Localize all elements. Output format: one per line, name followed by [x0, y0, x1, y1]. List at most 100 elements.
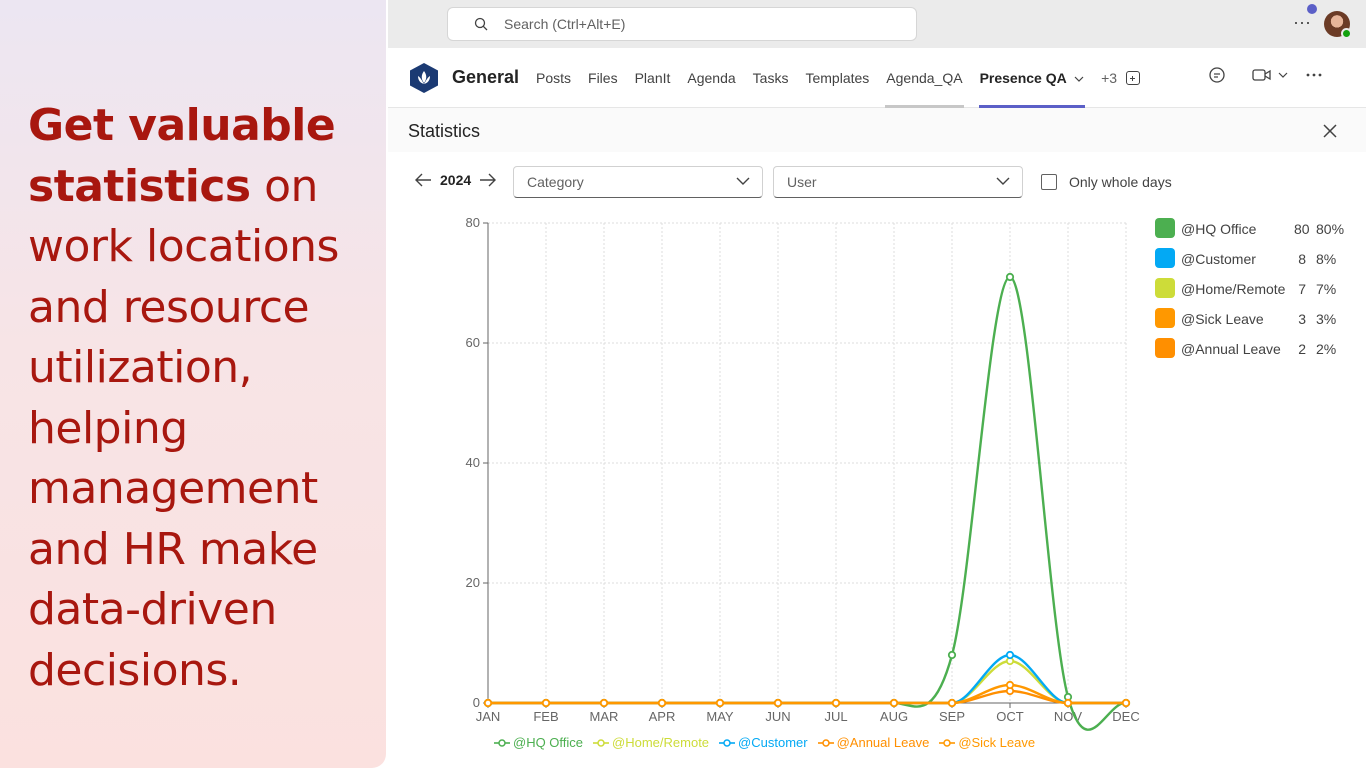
search-box[interactable]: Search (Ctrl+Alt+E) [447, 7, 917, 41]
category-summary-legend: @HQ Office 80 80% @Customer 8 8% @Home/Remote 7… [1154, 216, 1354, 366]
legend-line-marker-icon [593, 738, 610, 747]
legend-line-marker-icon [719, 738, 736, 747]
filter-bar: 2024 Category User Only whole days [388, 152, 1366, 210]
tab-agenda[interactable]: Agenda [687, 48, 735, 108]
legend-count: 3 [1298, 311, 1306, 327]
y-tick-label: 80 [466, 215, 480, 230]
notification-dot [1307, 4, 1317, 14]
chart-legend-item[interactable]: @Sick Leave [939, 735, 1035, 750]
chart-legend-label: @Sick Leave [958, 735, 1036, 750]
year-navigator: 2024 [414, 172, 497, 188]
promo-rest-text: on work locations and resource utilizati… [28, 160, 339, 696]
chart-legend-item[interactable]: @HQ Office [494, 735, 583, 750]
legend-row[interactable]: @Home/Remote 7 7% [1154, 276, 1354, 306]
series-line [488, 275, 1127, 731]
promo-panel: Get valuable statistics on work location… [0, 0, 386, 768]
chart-legend-item[interactable]: @Annual Leave [817, 735, 929, 750]
x-tick-label: DEC [1112, 709, 1139, 724]
channel-name[interactable]: General [452, 67, 520, 87]
add-tab-icon[interactable] [1126, 71, 1141, 85]
legend-swatch [1155, 308, 1175, 328]
chevron-down-icon[interactable] [1278, 71, 1288, 79]
tab-underline [978, 105, 1086, 108]
legend-percent: 80% [1316, 221, 1345, 237]
legend-line-marker-icon [939, 738, 956, 747]
chart-legend-label: @HQ Office [513, 735, 584, 750]
more-options-icon[interactable]: ··· [1293, 12, 1311, 32]
tab-overflow[interactable]: +3 [1101, 48, 1117, 108]
category-placeholder: Category [527, 174, 584, 190]
arrow-right-icon[interactable] [479, 173, 497, 187]
only-whole-days-checkbox[interactable] [1041, 174, 1057, 190]
legend-percent: 7% [1316, 281, 1337, 297]
tab-presence-qa[interactable]: Presence QA [978, 48, 1086, 108]
y-tick-label: 40 [466, 455, 480, 470]
legend-swatch [1155, 248, 1175, 268]
y-tick-label: 20 [466, 575, 480, 590]
video-call-icon[interactable] [1252, 67, 1272, 83]
tab-list: Posts Files PlanIt Agenda Tasks Template… [536, 48, 1141, 108]
data-point [1121, 698, 1131, 708]
data-point [831, 698, 841, 708]
tab-underline [885, 105, 964, 108]
tab-label: Presence QA [979, 70, 1067, 86]
search-placeholder: Search (Ctrl+Alt+E) [504, 16, 626, 32]
legend-percent: 3% [1316, 311, 1337, 327]
category-dropdown[interactable]: Category [513, 166, 763, 198]
legend-row[interactable]: @Annual Leave 2 2% [1154, 336, 1354, 366]
close-icon[interactable] [1320, 121, 1340, 141]
team-logo-icon [410, 63, 438, 93]
data-point [599, 698, 609, 708]
tab-label: Agenda [687, 70, 736, 86]
legend-count: 7 [1298, 281, 1306, 297]
promo-bold-text: Get valuable statistics [28, 100, 336, 212]
tab-overflow-label: +3 [1101, 70, 1118, 86]
statistics-line-chart: 0 20 40 60 80 JAN FEB MAR APR MAY JUN JUL AUG SEP OCT N… [466, 215, 1140, 731]
tab-agenda-qa[interactable]: Agenda_QA [885, 48, 964, 108]
more-options-icon[interactable] [1306, 73, 1322, 77]
arrow-left-icon[interactable] [414, 173, 432, 187]
series-line [488, 689, 1126, 705]
tab-tasks[interactable]: Tasks [753, 48, 789, 108]
tab-files[interactable]: Files [588, 48, 618, 108]
legend-row[interactable]: @Customer 8 8% [1154, 246, 1354, 276]
data-point [657, 698, 667, 708]
data-point [1005, 650, 1015, 660]
legend-count: 80 [1294, 221, 1310, 237]
chat-icon[interactable] [1208, 66, 1226, 84]
legend-percent: 2% [1316, 341, 1337, 357]
tab-planit[interactable]: PlanIt [635, 48, 671, 108]
x-tick-label: JUL [824, 709, 847, 724]
y-tick-label: 0 [473, 695, 480, 710]
presence-available-icon [1341, 28, 1352, 39]
user-dropdown[interactable]: User [773, 166, 1023, 198]
legend-name: @Customer [1181, 251, 1256, 267]
chevron-down-icon [736, 177, 750, 185]
x-tick-label: JUN [765, 709, 790, 724]
chart-legend-item[interactable]: @Customer [719, 735, 808, 750]
chart-legend-label: @Customer [738, 735, 808, 750]
data-point [773, 698, 783, 708]
x-tick-label: JAN [476, 709, 501, 724]
legend-swatch [1155, 278, 1175, 298]
legend-count: 2 [1298, 341, 1306, 357]
chart-legend-item[interactable]: @Home/Remote [593, 735, 709, 750]
channel-tab-bar: General Posts Files PlanIt Agenda Tasks … [388, 48, 1366, 108]
tab-templates[interactable]: Templates [805, 48, 869, 108]
legend-line-marker-icon [817, 738, 834, 747]
data-point [715, 698, 725, 708]
legend-line-marker-icon [494, 738, 510, 747]
tab-posts[interactable]: Posts [536, 48, 571, 108]
legend-row[interactable]: @HQ Office 80 80% [1154, 216, 1354, 246]
data-point [541, 698, 551, 708]
x-tick-label: AUG [880, 709, 908, 724]
tab-label: Tasks [752, 70, 789, 86]
x-tick-label: SEP [939, 709, 965, 724]
tab-label: Files [588, 70, 618, 86]
tab-label: Templates [805, 70, 870, 86]
data-point [483, 698, 493, 708]
year-label: 2024 [440, 172, 472, 188]
legend-percent: 8% [1316, 251, 1337, 267]
top-bar: Search (Ctrl+Alt+E) ··· [388, 0, 1366, 48]
legend-row[interactable]: @Sick Leave 3 3% [1154, 306, 1354, 336]
